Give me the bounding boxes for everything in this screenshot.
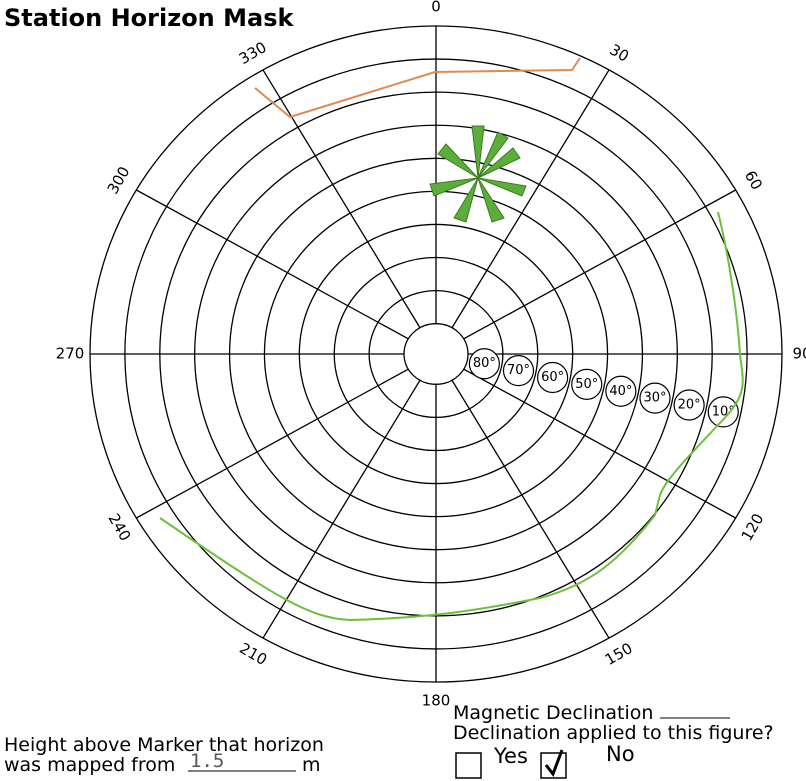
azimuth-label: 0 [431,0,441,16]
obstruction-line [254,57,581,119]
elevation-label: 20° [678,398,701,413]
azimuth-spoke [463,189,736,340]
azimuth-label: 240 [105,510,135,544]
yes-checkbox[interactable] [455,752,482,779]
height-unit: m [302,754,321,776]
elevation-marker [468,348,500,380]
no-label: No [606,742,635,766]
azimuth-label: 210 [236,639,270,669]
elevation-marker [502,355,535,387]
no-checkbox[interactable] [540,752,567,779]
elevation-label: 70° [507,363,530,378]
declination-label: Magnetic Declination [453,702,654,724]
azimuth-label: 270 [56,345,85,363]
azimuth-label: 150 [602,639,636,669]
elevation-label: 40° [609,384,632,399]
tree-icon [429,125,527,223]
azimuth-label: 120 [738,510,768,544]
azimuth-label: 180 [422,691,451,709]
elevation-marker [605,375,637,407]
azimuth-label: 330 [236,38,270,68]
elevation-marker [707,396,739,428]
azimuth-spoke [451,379,610,639]
elevation-label: 60° [541,370,564,385]
elevation-label: 30° [643,391,666,406]
azimuth-label: 90 [792,345,806,363]
elevation-marker [537,361,569,394]
checkmark [544,749,564,778]
azimuth-spoke [262,69,421,329]
elevation-label: 50° [575,377,598,392]
azimuth-label: 30 [606,41,632,66]
elevation-marker [571,368,603,400]
elevation-label: 10° [712,404,735,419]
declination-question: Declination applied to this figure? [453,722,774,744]
height-label: Height above Marker that horizon [4,734,324,756]
azimuth-spoke [451,69,610,329]
azimuth-label: 60 [741,168,766,194]
elevation-marker [673,389,705,421]
horizon-line [159,211,744,622]
azimuth-label: 300 [104,163,134,197]
azimuth-spoke [136,189,409,340]
azimuth-spoke [136,368,409,519]
height-label: was mapped from [4,754,176,776]
elevation-label: 80° [473,356,496,371]
height-value: 1.5 [190,750,225,772]
yes-label: Yes [494,744,528,768]
elevation-marker [639,382,671,414]
elevation-ring [403,323,469,385]
azimuth-spoke [262,379,421,639]
title: Station Horizon Mask [4,4,294,32]
azimuth-spoke [463,368,736,519]
